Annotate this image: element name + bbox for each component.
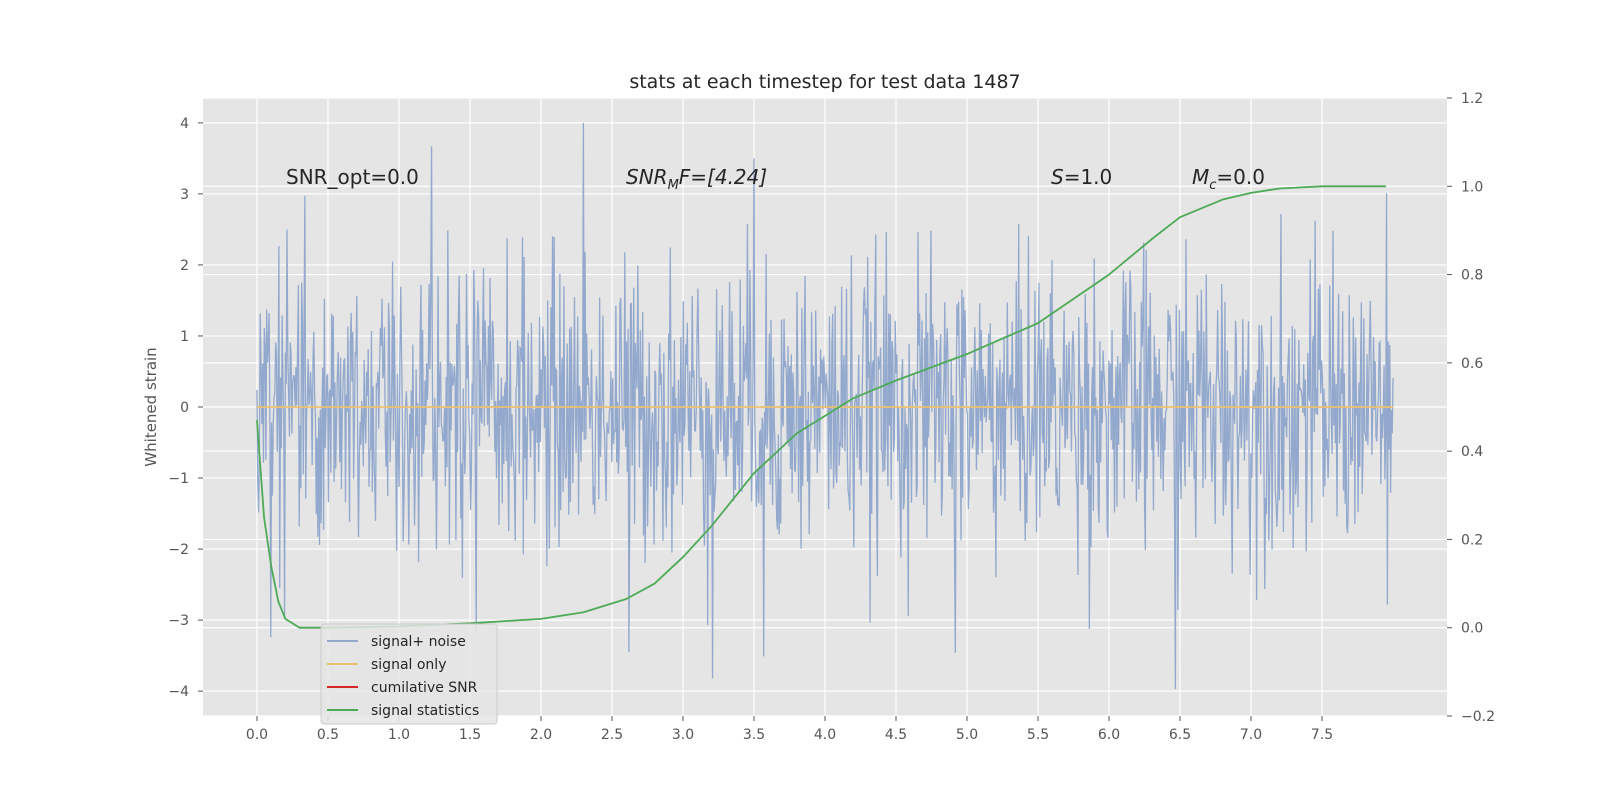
y-tick-label: 1: [180, 329, 189, 345]
series-line-signal-statistics: [256, 185, 1386, 629]
x-tick-label: 3.0: [672, 727, 694, 743]
x-tick-label: 1.0: [388, 727, 410, 743]
legend-label-cumilative-snr: cumilative SNR: [371, 680, 478, 696]
annotation-snr-mf: SNRMF=[4.24]: [626, 165, 767, 193]
axes: 0.0 0.5 1.0 1.5 2.0 2.5 3.0 3.5 4.0 4.5 5.0 5.5 6.0 6…: [168, 91, 1495, 743]
chart-title: stats at each timestep for test data 148…: [629, 71, 1020, 93]
series-layer: [256, 122, 1394, 690]
x-tick-label: 5.0: [956, 727, 978, 743]
series-line-signal-noise: [256, 122, 1394, 690]
x-tick-label: 5.5: [1027, 727, 1049, 743]
x-tick-label: 7.0: [1240, 727, 1262, 743]
x-tick-label: 0.5: [317, 727, 339, 743]
x-tick-label: 6.0: [1098, 727, 1120, 743]
x-tick-label: 7.5: [1311, 727, 1333, 743]
y-right-tick-label: 1.0: [1461, 179, 1483, 195]
y-tick-label: −4: [168, 684, 189, 700]
x-tick-label: 4.5: [885, 727, 907, 743]
legend-box: [320, 623, 498, 725]
x-tick-label: 1.5: [459, 727, 481, 743]
legend-label-signal-noise: signal+ noise: [371, 634, 466, 650]
annotations: SNR_opt=0.0 SNRMF=[4.24] S=1.0 Mc=0.0: [286, 165, 1265, 193]
y-right-tick-label: 0.0: [1461, 621, 1483, 637]
y-right-tick-label: 0.8: [1461, 268, 1483, 284]
annotation-snr-opt: SNR_opt=0.0: [286, 165, 419, 189]
y-right-tick-label: −0.2: [1461, 709, 1495, 725]
y-axis-label: Whitened strain: [142, 347, 160, 466]
legend-label-signal-only: signal only: [371, 657, 446, 673]
y-tick-label: −3: [168, 613, 189, 629]
y-right-tick-label: 0.2: [1461, 532, 1483, 548]
x-tick-label: 2.0: [530, 727, 552, 743]
x-tick-label: 0.0: [246, 727, 268, 743]
x-tick-label: 4.0: [814, 727, 836, 743]
annotation-mc: Mc=0.0: [1192, 165, 1265, 193]
y-tick-label: 3: [180, 187, 189, 203]
y-tick-label: 4: [180, 116, 189, 132]
y-tick-label: 2: [180, 258, 189, 274]
x-tick-label: 3.5: [743, 727, 765, 743]
x-tick-label: 6.5: [1169, 727, 1191, 743]
legend: signal+ noise signal only cumilative SNR si…: [320, 623, 498, 725]
legend-label-signal-statistics: signal statistics: [371, 703, 479, 719]
annotation-s: S=1.0: [1051, 165, 1112, 189]
y-tick-label: −2: [168, 542, 189, 558]
y-tick-label: 0: [180, 400, 189, 416]
x-tick-label: 2.5: [601, 727, 623, 743]
y-right-tick-label: 1.2: [1461, 91, 1483, 107]
y-tick-label: −1: [168, 471, 189, 487]
y-right-tick-label: 0.6: [1461, 356, 1483, 372]
y-right-tick-label: 0.4: [1461, 444, 1483, 460]
